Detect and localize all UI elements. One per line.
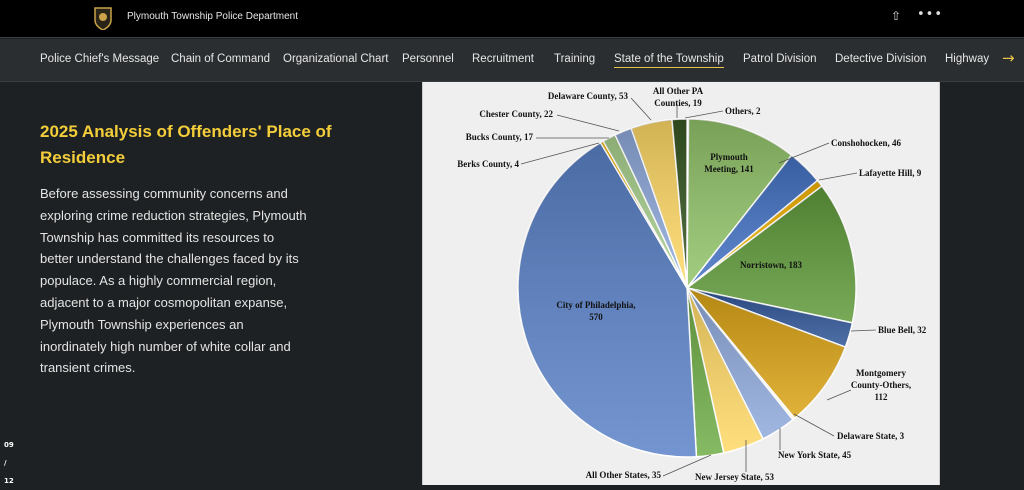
pie-slice-shading bbox=[615, 128, 687, 288]
nav-recruitment[interactable]: Recruitment bbox=[472, 53, 534, 65]
leader-line bbox=[778, 142, 830, 164]
data-label: Chester County, 22 bbox=[479, 109, 553, 119]
nav-organizational-chart[interactable]: Organizational Chart bbox=[283, 53, 389, 65]
data-label: City of Philadelphia, 570 bbox=[556, 300, 635, 322]
pager-separator: / bbox=[4, 459, 7, 467]
nav-patrol-division[interactable]: Patrol Division bbox=[743, 53, 817, 65]
leader-line bbox=[850, 329, 877, 332]
leader-line bbox=[793, 413, 835, 437]
main-nav: Police Chief's Message Chain of Command … bbox=[0, 39, 1024, 82]
pager-total: 12 bbox=[4, 477, 14, 485]
data-label: Lafayette Hill, 9 bbox=[859, 168, 922, 178]
data-label: All Other States, 35 bbox=[586, 470, 662, 480]
pie-slice-shading bbox=[687, 288, 793, 439]
data-label: Delaware State, 3 bbox=[837, 431, 905, 441]
body-text: Before assessing community concerns and … bbox=[40, 186, 307, 376]
data-label: Blue Bell, 32 bbox=[878, 325, 927, 335]
leader-line bbox=[662, 454, 712, 477]
pie-svg: Others, 2 Plymouth Meeting, 141 Conshohocke… bbox=[457, 86, 927, 482]
nav-next-arrow-icon[interactable]: → bbox=[1002, 49, 1015, 67]
data-label: Conshohocken, 46 bbox=[831, 138, 902, 148]
data-label: Norristown, 183 bbox=[740, 260, 802, 270]
data-label: New York State, 45 bbox=[778, 450, 852, 460]
nav-personnel[interactable]: Personnel bbox=[402, 53, 454, 65]
pie-slice-shading bbox=[672, 119, 687, 288]
data-label: New Jersey State, 53 bbox=[695, 472, 774, 482]
police-badge-logo[interactable] bbox=[93, 6, 113, 30]
data-label: Montgomery County-Others, 112 bbox=[851, 368, 911, 402]
nav-training[interactable]: Training bbox=[554, 53, 596, 65]
pie-slice-shading bbox=[687, 288, 846, 419]
pie-slice-shading bbox=[687, 288, 764, 453]
pie-slice-shading bbox=[631, 119, 687, 288]
nav-detective-division[interactable]: Detective Division bbox=[835, 53, 927, 65]
site-title[interactable]: Plymouth Township Police Department bbox=[127, 11, 299, 22]
pie-slice-shading bbox=[687, 180, 822, 288]
leader-line bbox=[520, 142, 600, 165]
data-label: Berks County, 4 bbox=[457, 159, 519, 169]
pie-slice-shading bbox=[603, 135, 687, 288]
pie-slice-shading bbox=[687, 186, 856, 323]
data-label: Bucks County, 17 bbox=[466, 132, 534, 142]
leader-line bbox=[684, 110, 724, 119]
slide-pager: 09 / 12 bbox=[4, 436, 14, 490]
more-icon[interactable]: ••• bbox=[917, 7, 944, 22]
data-label: Delaware County, 53 bbox=[548, 91, 629, 101]
data-label: All Other PA Counties, 19 bbox=[653, 86, 704, 108]
pie-slice-shading bbox=[687, 119, 792, 288]
nav-highway[interactable]: Highway bbox=[945, 53, 990, 65]
top-bar: Plymouth Township Police Department ⇧ ••… bbox=[0, 0, 1024, 38]
pager-current: 09 bbox=[4, 441, 14, 449]
nav-chain-of-command[interactable]: Chain of Command bbox=[171, 53, 271, 65]
page-title: 2025 Analysis of Offenders' Place of Res… bbox=[40, 122, 332, 167]
offender-residence-pie-chart: Others, 2 Plymouth Meeting, 141 Conshohocke… bbox=[422, 82, 940, 485]
data-label: Others, 2 bbox=[725, 106, 761, 116]
data-label: Plymouth Meeting, 141 bbox=[704, 152, 754, 174]
leader-line bbox=[556, 114, 620, 132]
nav-state-of-the-township[interactable]: State of the Township bbox=[614, 53, 724, 68]
pie-slice-shading bbox=[518, 142, 697, 457]
leader-line bbox=[818, 172, 858, 181]
leader-line bbox=[826, 389, 852, 401]
pie-slice-shading bbox=[687, 155, 818, 288]
share-icon[interactable]: ⇧ bbox=[891, 9, 902, 23]
leader-line bbox=[630, 97, 652, 121]
pie-slice-shading bbox=[687, 288, 724, 457]
nav-police-chiefs-message[interactable]: Police Chief's Message bbox=[40, 53, 160, 65]
